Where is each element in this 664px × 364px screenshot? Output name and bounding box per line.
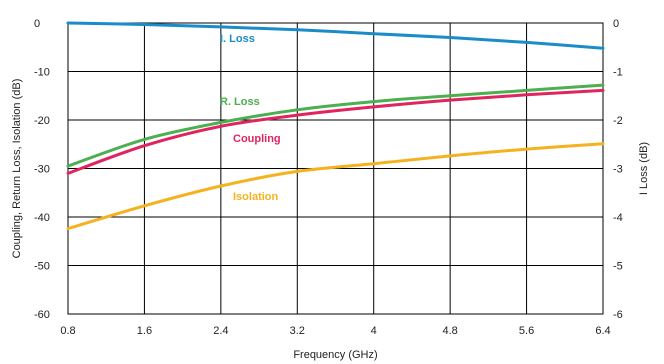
y-axis-ticks: 0 -10 -20 -30 -40 -50 -60 [34,18,50,321]
y2-tick-label: -5 [613,261,623,273]
series-label-isolation: Isolation [233,191,279,203]
grid [67,22,604,315]
series-line-r-loss [66,83,605,168]
x-tick-label: 0.8 [60,325,75,337]
x-tick-label: 4 [371,325,377,337]
y2-axis-title: I Loss (dB) [638,142,650,195]
series-label-i-loss: I. Loss [220,33,255,45]
x-tick-label: 3.2 [290,325,305,337]
y2-tick-label: -4 [613,212,623,224]
y-tick-label: -40 [34,212,50,224]
y-tick-label: 0 [34,18,40,30]
x-axis-ticks: 0.8 1.6 2.4 3.2 4 4.8 5.6 6.4 [60,325,610,337]
x-tick-label: 1.6 [137,325,152,337]
y-axis-title: Coupling, Return Loss, Isolation (dB) [11,79,23,259]
series-label-coupling: Coupling [233,133,281,145]
series-label-r-loss: R. Loss [220,96,260,108]
plot-frame [67,22,604,315]
y-tick-label: -50 [34,261,50,273]
x-tick-label: 4.8 [442,325,457,337]
y2-tick-label: 0 [613,18,619,30]
y2-tick-label: -1 [613,67,623,79]
x-axis-title: Frequency (GHz) [293,349,377,361]
series-group [66,21,605,231]
series-labels: I. Loss R. Loss Coupling Isolation [220,33,281,203]
y2-axis-ticks: 0 -1 -2 -3 -4 -5 -6 [613,18,623,321]
y-tick-label: -30 [34,164,50,176]
x-tick-label: 6.4 [595,325,610,337]
x-tick-label: 5.6 [519,325,534,337]
series-line-isolation [66,142,605,231]
y2-tick-label: -6 [613,309,623,321]
y2-tick-label: -2 [613,115,623,127]
y-tick-label: -60 [34,309,50,321]
y2-tick-label: -3 [613,164,623,176]
series-line-i-loss [66,21,605,50]
y-tick-label: -10 [34,67,50,79]
x-tick-label: 2.4 [213,325,228,337]
series-line-coupling [66,88,605,175]
y-tick-label: -20 [34,115,50,127]
